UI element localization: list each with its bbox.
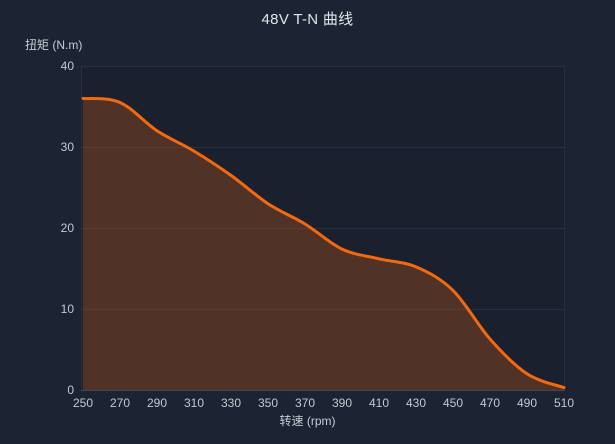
x-tick-label: 450	[443, 396, 463, 410]
y-axis-name: 扭矩 (N.m)	[25, 38, 83, 52]
y-tick-label: 0	[67, 383, 74, 397]
x-tick-label: 270	[110, 396, 130, 410]
x-tick-label: 290	[147, 396, 167, 410]
x-tick-label: 310	[184, 396, 204, 410]
y-tick-label: 30	[61, 140, 75, 154]
torque-line	[81, 96, 566, 390]
x-tick-label: 370	[295, 396, 315, 410]
x-tick-label: 390	[332, 396, 352, 410]
x-tick-label: 250	[73, 396, 93, 410]
y-tick-label: 40	[61, 59, 75, 73]
x-axis-name: 转速 (rpm)	[279, 414, 336, 428]
y-tick-label: 20	[61, 221, 75, 235]
y-tick-label: 10	[61, 302, 75, 316]
chart-title: 48V T-N 曲线	[261, 11, 354, 28]
area-fill	[83, 98, 564, 391]
x-tick-label: 330	[221, 396, 241, 410]
x-tick-label: 410	[369, 396, 389, 410]
x-tick-label: 430	[406, 396, 426, 410]
x-tick-label: 470	[480, 396, 500, 410]
x-tick-label: 350	[258, 396, 278, 410]
x-tick-label: 510	[554, 396, 574, 410]
x-tick-label: 490	[517, 396, 537, 410]
